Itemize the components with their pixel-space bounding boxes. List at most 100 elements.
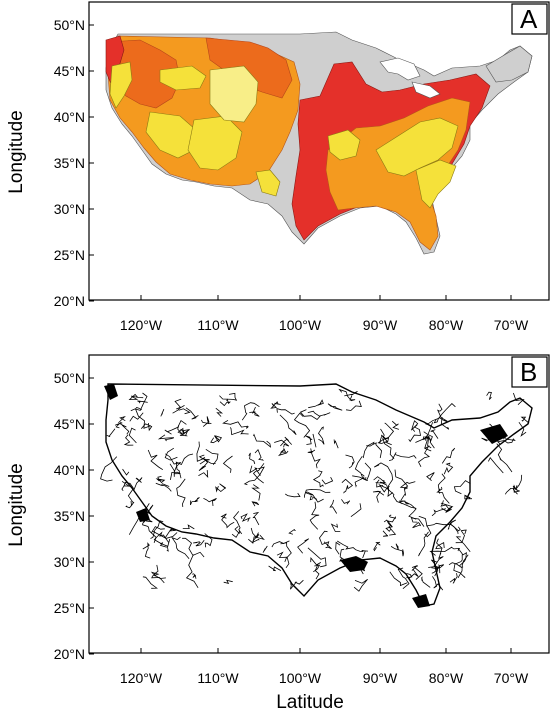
river-line bbox=[455, 536, 471, 552]
river-line bbox=[222, 455, 233, 473]
river-line bbox=[271, 540, 290, 548]
river-line bbox=[410, 420, 419, 432]
river-line bbox=[253, 433, 272, 448]
river-line bbox=[171, 536, 190, 560]
river-line bbox=[512, 474, 523, 495]
river-line bbox=[448, 562, 464, 568]
river-line bbox=[276, 551, 290, 569]
river-line bbox=[447, 519, 457, 530]
panel-a-ticks: 50°N 45°N 40°N 35°N 30°N 25°N 20°N 120°W 110°W 10… bbox=[54, 17, 529, 333]
river-line bbox=[248, 452, 256, 465]
river-line bbox=[182, 524, 195, 530]
river-line bbox=[309, 495, 318, 501]
y-tick-label: 50°N bbox=[54, 370, 85, 386]
river-line bbox=[174, 398, 182, 410]
river-line bbox=[486, 391, 492, 400]
river-line bbox=[114, 422, 123, 429]
lake-fill-florida bbox=[412, 594, 430, 608]
river-line bbox=[164, 420, 187, 435]
river-line bbox=[175, 453, 194, 479]
river-line bbox=[123, 434, 134, 446]
river-line bbox=[198, 454, 206, 460]
river-line bbox=[488, 456, 504, 474]
river-line bbox=[380, 422, 395, 443]
river-line bbox=[193, 539, 205, 547]
river-line bbox=[360, 462, 372, 482]
y-tick-label: 40°N bbox=[54, 462, 85, 478]
panel-a-label: A bbox=[520, 4, 538, 34]
river-line bbox=[165, 527, 176, 538]
x-tick-label: 70°W bbox=[494, 317, 529, 333]
river-line bbox=[120, 423, 130, 435]
river-line bbox=[464, 494, 473, 500]
river-line bbox=[339, 548, 346, 562]
river-line bbox=[241, 402, 260, 421]
river-line bbox=[196, 441, 209, 470]
river-line bbox=[373, 541, 381, 552]
panel-b: B 50°N 45°N 40°N 35°N 30°N 25°N 20°N 120°W 110°W… bbox=[6, 354, 550, 713]
river-line bbox=[321, 477, 334, 485]
river-line bbox=[307, 449, 316, 454]
panel-b-x-title: Latitude bbox=[276, 692, 344, 713]
river-line bbox=[249, 465, 261, 476]
river-line bbox=[504, 485, 518, 495]
river-line bbox=[418, 531, 429, 557]
river-line bbox=[178, 408, 191, 415]
river-line bbox=[204, 533, 213, 548]
river-line bbox=[397, 567, 410, 590]
river-line bbox=[249, 406, 260, 417]
river-line bbox=[436, 486, 450, 504]
river-line bbox=[385, 524, 397, 536]
lake-fill-sf bbox=[136, 508, 150, 522]
panel-b-ticks: 50°N 45°N 40°N 35°N 30°N 25°N 20°N 120°W 110°W 10… bbox=[54, 370, 529, 686]
river-line bbox=[390, 546, 405, 557]
river-line bbox=[243, 466, 265, 486]
river-line bbox=[155, 476, 166, 484]
river-line bbox=[378, 483, 390, 493]
river-line bbox=[376, 479, 384, 488]
river-line bbox=[406, 573, 413, 579]
river-line bbox=[440, 500, 454, 510]
river-line bbox=[341, 478, 354, 494]
river-line bbox=[290, 579, 304, 590]
river-line bbox=[182, 537, 205, 558]
river-line bbox=[309, 501, 320, 530]
river-line bbox=[366, 442, 383, 459]
river-line bbox=[192, 573, 197, 580]
river-line bbox=[215, 407, 224, 417]
panel-b-label: B bbox=[520, 357, 537, 387]
river-line bbox=[437, 473, 446, 494]
y-tick-label: 20°N bbox=[54, 646, 85, 662]
river-line bbox=[453, 554, 466, 578]
river-line bbox=[276, 408, 295, 415]
river-line bbox=[307, 410, 331, 417]
river-line bbox=[428, 547, 444, 568]
river-line bbox=[280, 436, 292, 447]
river-line bbox=[513, 392, 525, 405]
river-line bbox=[147, 449, 164, 471]
panel-a-y-title: Longitude bbox=[6, 110, 27, 193]
river-line bbox=[394, 454, 417, 459]
river-line bbox=[386, 514, 396, 528]
river-line bbox=[274, 439, 290, 448]
y-tick-label: 35°N bbox=[54, 508, 85, 524]
river-line bbox=[229, 427, 249, 436]
river-line bbox=[223, 579, 233, 585]
region-yellow-w1 bbox=[109, 61, 133, 109]
river-line bbox=[412, 522, 421, 529]
river-line bbox=[431, 564, 445, 574]
y-tick-label: 45°N bbox=[54, 416, 85, 432]
river-line bbox=[160, 409, 165, 417]
river-line bbox=[262, 545, 268, 553]
river-line bbox=[220, 513, 235, 529]
river-line bbox=[345, 400, 362, 411]
river-line bbox=[518, 421, 527, 437]
river-line bbox=[451, 524, 461, 532]
river-line bbox=[231, 526, 241, 538]
panel-a-label-box bbox=[511, 3, 548, 35]
y-tick-label: 30°N bbox=[54, 201, 85, 217]
river-line bbox=[408, 426, 421, 443]
river-line bbox=[372, 490, 385, 503]
river-line bbox=[312, 470, 324, 488]
